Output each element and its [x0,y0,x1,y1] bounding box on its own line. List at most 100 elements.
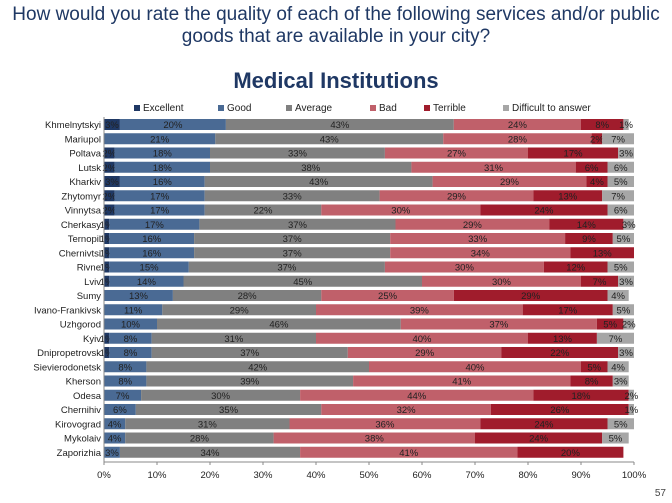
data-label: 29% [521,291,541,302]
bar-segment [384,147,528,159]
data-label: 7% [116,391,130,402]
category-label: Kyiv [83,334,101,345]
bar-segment [623,318,634,330]
legend-label: Good [227,103,251,114]
bar-segment [109,233,195,244]
category-label: Zhytomyr [61,191,101,202]
category-label: Ternopil [68,234,101,245]
legend-label: Difficult to answer [512,103,591,114]
data-label: 5% [603,320,617,331]
data-label: 33% [468,234,488,245]
bar-segment [125,418,290,430]
bar-segment [141,389,301,401]
data-label: 1% [100,220,114,231]
x-tick-label: 80% [518,470,538,481]
bar-segment [300,389,534,401]
data-label: 5% [587,362,601,373]
data-label: 43% [320,134,340,145]
bar-segment [390,247,571,259]
x-tick-label: 60% [412,470,432,481]
bar-segment [533,190,603,202]
data-label: 1% [100,348,114,359]
data-label: 37% [283,248,303,259]
bar-segment [104,176,120,187]
bar-segment [612,304,634,316]
bar-segment [104,318,157,330]
data-label: 46% [269,320,289,331]
category-label: Sumy [77,291,102,302]
data-label: 11% [124,305,143,316]
bar-segment [347,347,502,358]
bar-segment [618,147,634,159]
bar-segment [618,275,634,287]
data-label: 33% [283,191,303,202]
bar-segment [390,233,566,244]
category-label: Cherkasy [61,220,101,231]
data-label: 5% [609,434,623,445]
data-label: 2% [102,149,116,160]
legend-swatch [134,105,140,111]
data-label: 38% [365,434,385,445]
data-label: 22% [550,348,570,359]
bar-segment [151,347,348,358]
data-label: 31% [198,419,218,430]
bar-segment [119,176,205,187]
bar-segment [109,247,195,259]
data-label: 15% [140,263,160,274]
bar-segment [104,218,110,230]
bar-segment [522,304,613,316]
bar-segment [602,133,634,145]
data-label: 4% [611,362,625,373]
bar-segment [109,347,152,358]
bar-segment [183,275,422,287]
category-label: Kirovograd [55,419,101,430]
legend-swatch [286,105,292,111]
data-label: 8% [124,334,138,345]
data-label: 2% [622,320,636,331]
legend-swatch [503,105,509,111]
bar-segment [104,147,115,159]
data-label: 25% [378,291,398,302]
category-label: Rivne [77,263,101,274]
x-tick-label: 10% [147,470,167,481]
data-label: 1% [100,263,114,274]
data-label: 9% [582,234,596,245]
bar-segment [316,332,528,344]
data-label: 16% [142,248,162,259]
legend-swatch [218,105,224,111]
data-label: 29% [500,177,520,188]
data-label: 3% [105,448,119,459]
bar-segment [210,147,385,159]
bar-segment [400,318,597,330]
bar-segment [501,347,619,358]
bar-segment [109,218,200,230]
data-label: 30% [211,391,231,402]
data-label: 28% [190,434,210,445]
data-label: 39% [410,305,430,316]
bar-segment [104,389,142,401]
x-tick-label: 90% [571,470,591,481]
category-label: Dnipropetrovsk [37,348,101,359]
data-label: 24% [508,120,528,131]
data-label: 36% [375,419,395,430]
data-label: 20% [163,120,183,131]
bar-segment [114,190,205,202]
data-label: 1% [100,334,114,345]
data-label: 28% [508,134,528,145]
data-label: 32% [397,405,417,416]
data-label: 44% [407,391,427,402]
data-label: 28% [238,291,258,302]
bar-segment [570,247,634,259]
bar-segment [114,204,205,216]
data-label: 30% [455,263,475,274]
bar-segment [104,347,110,358]
bar-segment [225,119,454,130]
data-label: 42% [248,362,268,373]
bar-segment [316,304,523,316]
data-label: 37% [240,348,260,359]
bar-segment [618,347,634,358]
bar-segment [104,361,147,373]
data-label: 8% [124,348,138,359]
data-label: 38% [301,163,321,174]
x-tick-label: 20% [200,470,220,481]
